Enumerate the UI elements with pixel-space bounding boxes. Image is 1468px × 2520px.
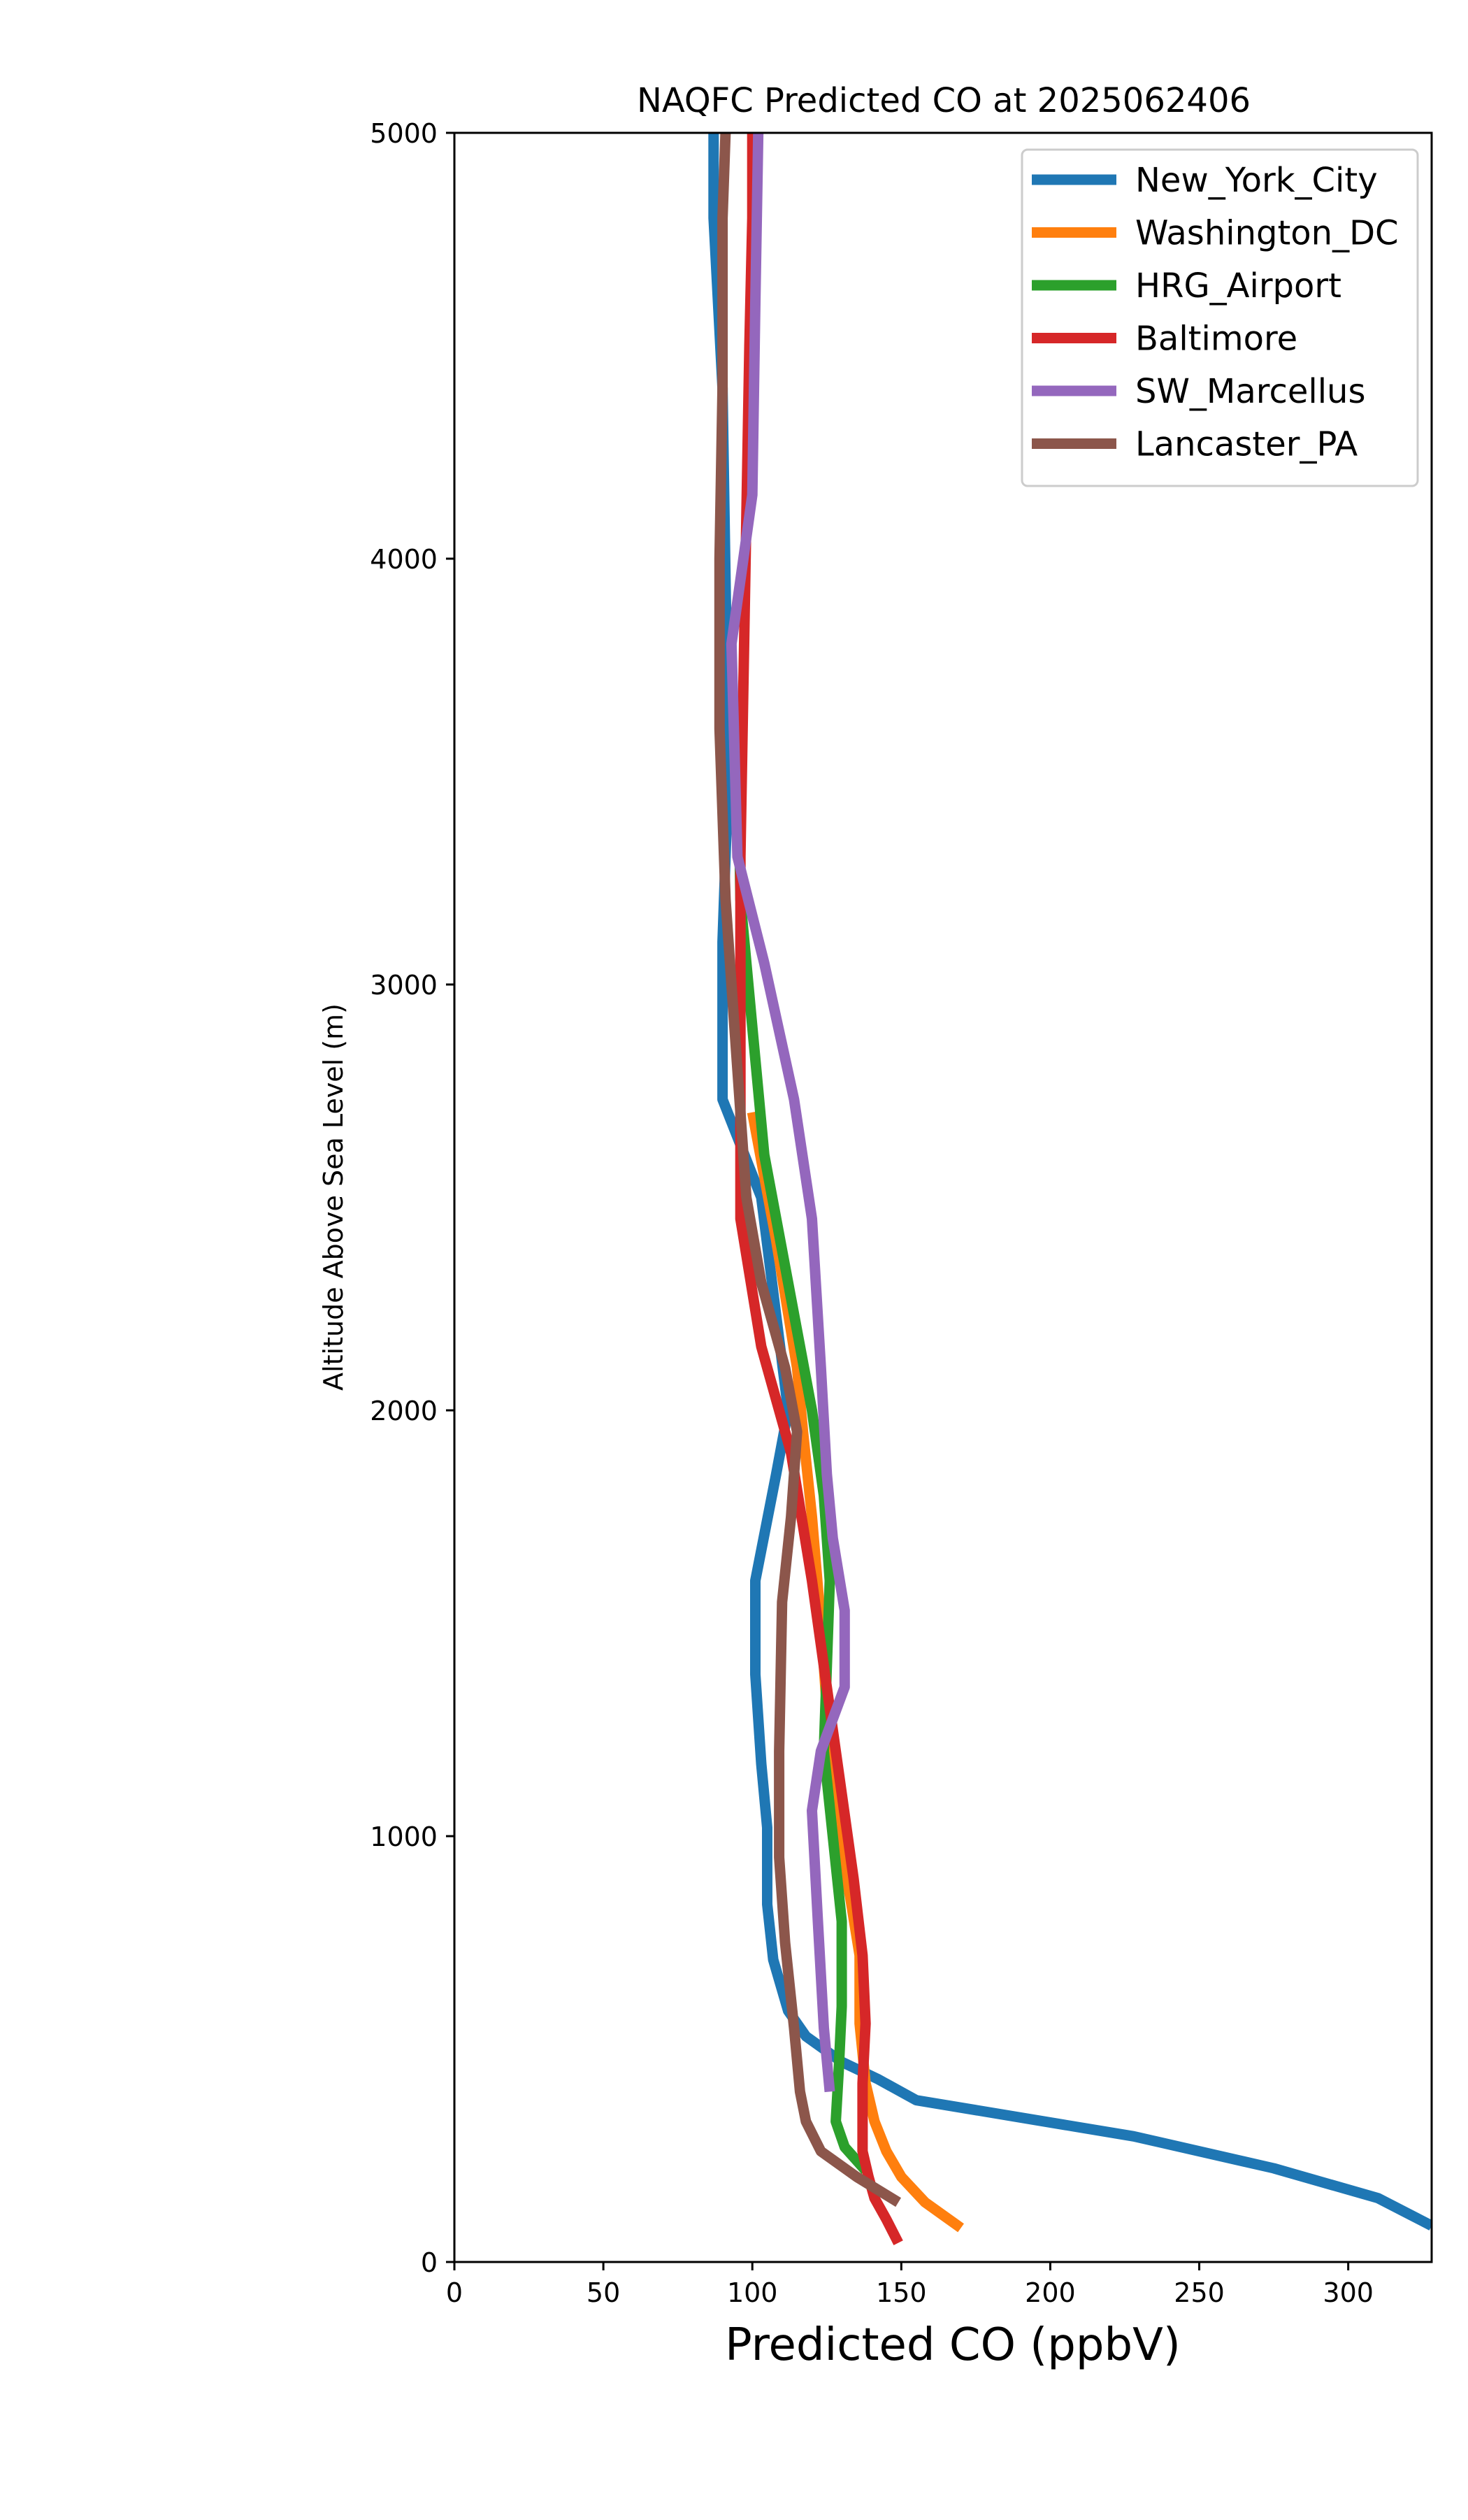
x-axis-label: Predicted CO (ppbV) xyxy=(725,2319,1181,2371)
x-axis: 0 50 100 150 200 250 300 xyxy=(446,2262,1374,2308)
y-axis-label: Altitude Above Sea Level (m) xyxy=(318,1003,349,1391)
x-tick-label: 150 xyxy=(876,2277,927,2308)
y-tick-label: 3000 xyxy=(370,970,438,1001)
y-tick-label: 1000 xyxy=(370,1821,438,1852)
chart-title: NAQFC Predicted CO at 2025062406 xyxy=(637,81,1251,120)
legend-label-hrg-airport: HRG_Airport xyxy=(1135,266,1341,306)
y-tick-label: 4000 xyxy=(370,544,438,575)
y-tick-label: 2000 xyxy=(370,1396,438,1426)
series-line-sw-marcellus xyxy=(726,133,850,2093)
y-tick-label: 5000 xyxy=(370,118,438,149)
plot-frame xyxy=(453,131,1433,2263)
series-layer xyxy=(708,133,1432,2246)
x-tick-label: 0 xyxy=(446,2277,463,2308)
legend-box xyxy=(1021,148,1419,487)
x-tick-label: 50 xyxy=(587,2277,620,2308)
legend: New_York_City Washington_DC HRG_Airport Bal… xyxy=(1021,148,1419,487)
x-tick-label: 250 xyxy=(1174,2277,1225,2308)
legend-label-washington-dc: Washington_DC xyxy=(1135,214,1399,253)
series-line-washington-dc xyxy=(747,1111,964,2233)
y-tick-label: 0 xyxy=(421,2247,438,2278)
legend-label-sw-marcellus: SW_Marcellus xyxy=(1135,372,1365,411)
x-tick-label: 300 xyxy=(1323,2277,1374,2308)
y-axis: 0 1000 2000 3000 4000 5000 xyxy=(370,118,454,2278)
legend-label-lancaster-pa: Lancaster_PA xyxy=(1135,425,1358,464)
x-tick-label: 100 xyxy=(727,2277,778,2308)
series-line-lancaster-pa xyxy=(714,133,902,2207)
legend-label-new-york-city: New_York_City xyxy=(1135,161,1378,200)
legend-label-baltimore: Baltimore xyxy=(1135,320,1297,359)
series-line-baltimore xyxy=(735,133,903,2246)
x-tick-label: 200 xyxy=(1025,2277,1076,2308)
